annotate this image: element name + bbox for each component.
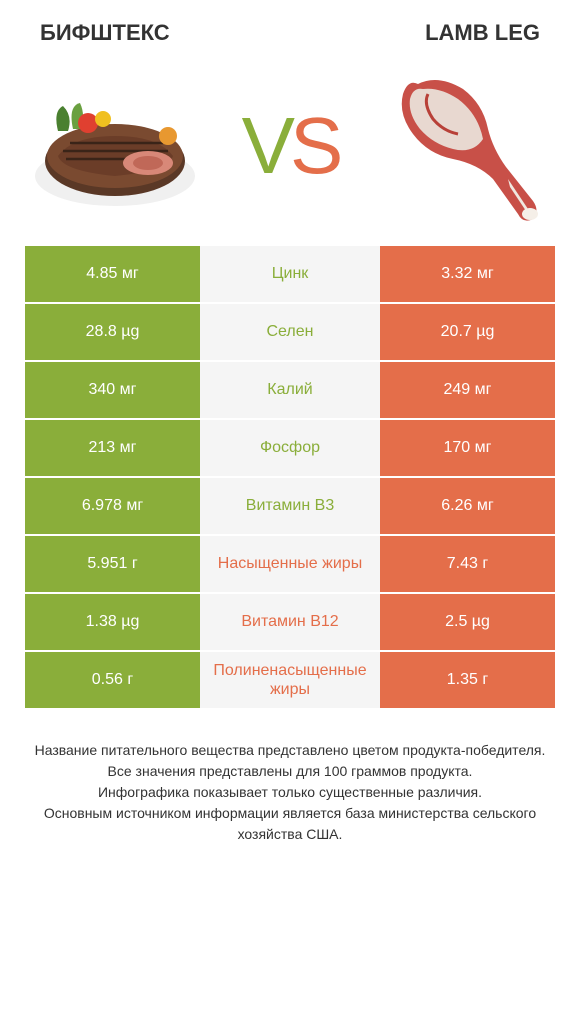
row-right-value: 6.26 мг xyxy=(380,478,555,534)
footer-line-3: Инфографика показывает только существенн… xyxy=(30,782,550,803)
row-left-value: 340 мг xyxy=(25,362,200,418)
row-nutrient-label: Полиненасыщенные жиры xyxy=(200,652,380,708)
row-right-value: 20.7 µg xyxy=(380,304,555,360)
row-right-value: 2.5 µg xyxy=(380,594,555,650)
lamb-leg-icon xyxy=(378,59,553,234)
images-row: VS xyxy=(10,56,570,246)
vs-label: VS xyxy=(242,100,339,192)
row-right-value: 1.35 г xyxy=(380,652,555,708)
table-row: 340 мгКалий249 мг xyxy=(25,362,555,418)
row-nutrient-label: Калий xyxy=(200,362,380,418)
row-right-value: 170 мг xyxy=(380,420,555,476)
footer-line-2: Все значения представлены для 100 граммо… xyxy=(30,761,550,782)
left-product-title: БИФШТЕКС xyxy=(40,20,170,46)
row-left-value: 28.8 µg xyxy=(25,304,200,360)
row-nutrient-label: Насыщенные жиры xyxy=(200,536,380,592)
footer-line-4: Основным источником информации является … xyxy=(30,803,550,845)
steak-icon xyxy=(28,81,203,211)
table-row: 213 мгФосфор170 мг xyxy=(25,420,555,476)
right-product-title: LAMB LEG xyxy=(425,20,540,46)
row-nutrient-label: Селен xyxy=(200,304,380,360)
header-row: БИФШТЕКС LAMB LEG xyxy=(10,20,570,56)
infographic-container: БИФШТЕКС LAMB LEG VS xyxy=(0,0,580,1024)
footer-line-1: Название питательного вещества представл… xyxy=(30,740,550,761)
table-row: 6.978 мгВитамин B36.26 мг xyxy=(25,478,555,534)
table-row: 0.56 гПолиненасыщенные жиры1.35 г xyxy=(25,652,555,708)
table-row: 5.951 гНасыщенные жиры7.43 г xyxy=(25,536,555,592)
table-row: 1.38 µgВитамин B122.5 µg xyxy=(25,594,555,650)
row-left-value: 4.85 мг xyxy=(25,246,200,302)
lamb-image xyxy=(375,66,555,226)
row-nutrient-label: Витамин B3 xyxy=(200,478,380,534)
row-nutrient-label: Цинк xyxy=(200,246,380,302)
row-left-value: 1.38 µg xyxy=(25,594,200,650)
row-left-value: 5.951 г xyxy=(25,536,200,592)
row-left-value: 0.56 г xyxy=(25,652,200,708)
table-row: 28.8 µgСелен20.7 µg xyxy=(25,304,555,360)
vs-s-char: S xyxy=(290,101,338,190)
row-nutrient-label: Витамин B12 xyxy=(200,594,380,650)
row-right-value: 7.43 г xyxy=(380,536,555,592)
row-left-value: 213 мг xyxy=(25,420,200,476)
table-row: 4.85 мгЦинк3.32 мг xyxy=(25,246,555,302)
comparison-table: 4.85 мгЦинк3.32 мг28.8 µgСелен20.7 µg340… xyxy=(10,246,570,710)
steak-image xyxy=(25,66,205,226)
vs-v-char: V xyxy=(242,101,290,190)
row-left-value: 6.978 мг xyxy=(25,478,200,534)
row-right-value: 3.32 мг xyxy=(380,246,555,302)
row-right-value: 249 мг xyxy=(380,362,555,418)
footer-notes: Название питательного вещества представл… xyxy=(10,710,570,845)
row-nutrient-label: Фосфор xyxy=(200,420,380,476)
